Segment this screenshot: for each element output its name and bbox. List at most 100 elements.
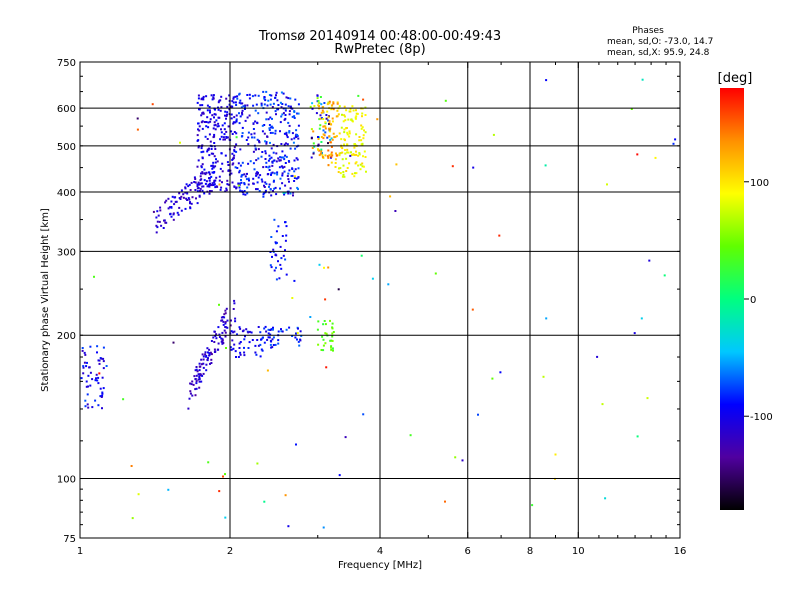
data-point [280,91,283,94]
data-point [221,331,224,334]
data-point [218,336,221,338]
data-point [208,353,211,356]
data-point [224,326,227,328]
data-point [210,152,213,155]
data-point [206,347,209,350]
data-point [260,348,263,351]
data-point [95,377,97,380]
data-point [332,331,335,333]
data-point [208,348,211,351]
data-point [355,109,357,112]
data-point [232,347,235,350]
data-point [208,173,211,176]
data-point [291,297,294,299]
data-point [224,331,227,334]
data-point [263,327,266,330]
data-point [235,356,237,358]
data-point [210,164,213,167]
data-point [199,187,202,190]
data-point [102,360,105,363]
data-point [198,386,201,389]
data-point [279,121,282,124]
data-point [282,156,285,159]
data-point [231,163,234,166]
data-point [315,112,318,115]
data-point [235,104,238,106]
data-point [361,126,364,129]
data-point [244,335,246,338]
data-point [268,154,271,157]
data-point [283,158,286,161]
data-point [200,121,203,124]
data-point [203,172,206,175]
data-point [190,383,193,386]
data-point [295,145,298,148]
data-point [341,147,344,150]
data-point [351,119,354,122]
data-point [256,339,259,341]
data-point [226,113,228,116]
data-point [235,186,238,189]
data-point [290,175,293,177]
data-point [322,106,325,108]
data-point [320,117,323,120]
data-point [344,152,347,155]
data-point [351,172,354,175]
data-point [89,384,92,387]
data-point [84,399,87,402]
data-point [208,133,211,136]
data-point [208,177,211,180]
data-point [227,183,230,186]
data-point [169,213,172,216]
data-point [212,127,215,130]
data-point [252,177,255,180]
data-point [234,166,237,169]
data-point [293,279,296,282]
data-point [362,413,365,416]
data-point [277,342,280,345]
data-point [238,342,241,345]
data-point [326,110,329,113]
data-point [334,166,337,168]
data-point [355,112,358,115]
data-point [640,317,643,320]
data-point [256,188,259,191]
data-point [357,164,360,167]
data-point [355,172,358,175]
data-point [334,135,337,138]
data-point [338,132,341,135]
data-point [270,125,273,128]
data-point [255,353,258,356]
data-point [264,99,267,102]
data-point [240,174,243,177]
data-point [253,168,256,171]
data-point [328,130,331,133]
data-point [311,102,314,105]
data-point [240,179,242,181]
data-point [238,326,241,329]
data-point [273,179,275,182]
data-point [230,130,233,133]
data-point [287,121,290,124]
data-point [200,98,203,101]
data-point [346,131,349,134]
data-point [261,151,264,153]
data-point [544,164,547,167]
data-point [271,117,273,120]
data-point [296,158,299,161]
data-point [295,443,297,446]
data-point [102,387,105,390]
data-point [246,172,248,175]
data-point [207,461,210,464]
data-point [279,130,281,133]
data-point [200,358,203,361]
data-point [194,394,197,397]
data-point [355,115,358,118]
data-point [208,106,211,108]
data-point [229,324,232,327]
data-point [202,372,205,375]
data-point [285,234,288,237]
data-point [219,109,222,112]
data-point [232,97,235,100]
data-point [354,116,357,119]
